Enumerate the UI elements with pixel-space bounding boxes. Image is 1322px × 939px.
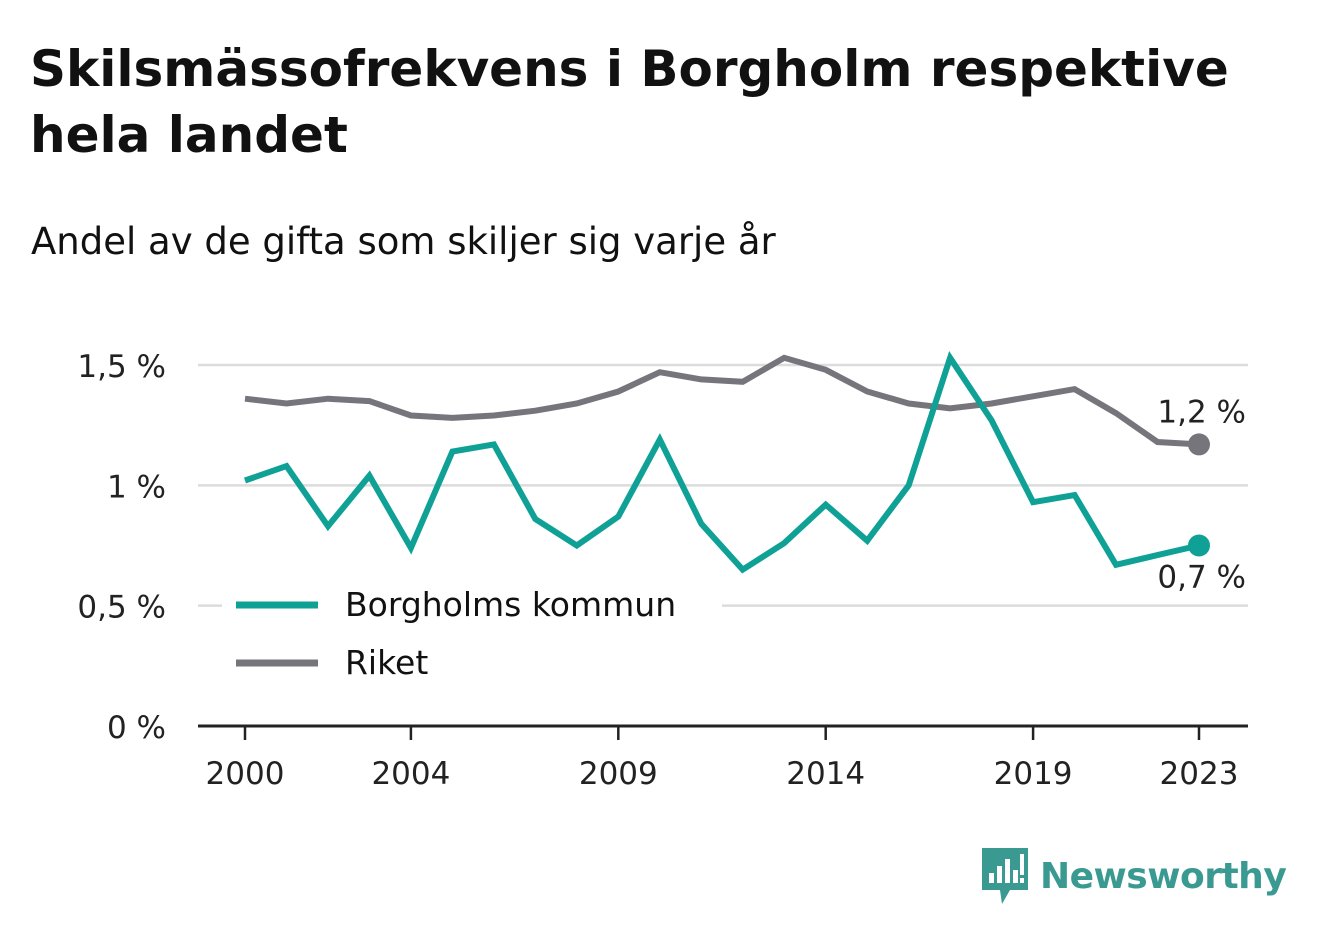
series-line-borgholms-kommun [244, 350, 1200, 574]
y-tick-label: 1,5 % [77, 349, 166, 385]
chart-title: Skilsmässofrekvens i Borgholm respektive… [30, 40, 1229, 164]
x-tick-label: 2019 [994, 756, 1073, 792]
end-label-borgholm: 0,7 % [1157, 560, 1246, 596]
x-tick-label: 2009 [579, 756, 658, 792]
end-label-riket: 1,2 % [1157, 394, 1246, 430]
y-tick-label: 0 % [107, 710, 166, 746]
series-line-riket [244, 354, 1200, 448]
x-tick-label: 2014 [786, 756, 865, 792]
legend-background [222, 580, 722, 688]
end-point-borgholms-kommun [1188, 534, 1210, 557]
legend-label: Riket [345, 643, 428, 682]
end-point-riket [1188, 433, 1210, 456]
x-tick-label: 2000 [206, 756, 285, 792]
brand-name: Newsworthy [1040, 855, 1287, 897]
y-tick-label: 0,5 % [77, 590, 166, 626]
x-tick-label: 2023 [1160, 756, 1239, 792]
y-tick-label: 1 % [107, 469, 166, 505]
chart-subtitle: Andel av de gifta som skiljer sig varje … [31, 220, 776, 263]
newsworthy-brand: Newsworthy [980, 846, 1287, 906]
newsworthy-logo-icon [982, 848, 1028, 904]
legend-label: Borgholms kommun [345, 585, 676, 624]
x-tick-label: 2004 [371, 756, 450, 792]
